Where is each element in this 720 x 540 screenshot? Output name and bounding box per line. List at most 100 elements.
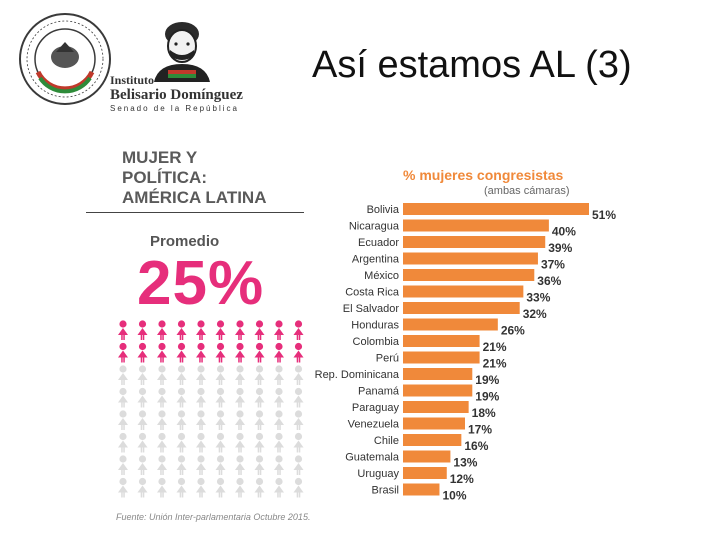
- woman-figure-icon: [215, 387, 226, 408]
- woman-figure-icon: [274, 320, 284, 340]
- woman-figure-icon: [215, 477, 226, 498]
- infographic-title-line-2: POLÍTICA:: [122, 168, 207, 187]
- woman-figure-icon: [196, 410, 206, 430]
- bar: [403, 219, 549, 232]
- bar-category-label: El Salvador: [343, 303, 400, 315]
- woman-figure-icon: [137, 320, 148, 340]
- woman-figure-icon: [254, 477, 265, 498]
- woman-figure-icon: [235, 342, 245, 363]
- woman-figure-icon: [176, 342, 187, 363]
- bar-value-label: 13%: [453, 456, 477, 470]
- bar-category-label: Costa Rica: [345, 287, 400, 299]
- bar-category-label: Argentina: [352, 254, 400, 266]
- woman-figure-icon: [293, 455, 304, 475]
- title-divider: [86, 212, 304, 213]
- bar-value-label: 19%: [475, 373, 499, 387]
- woman-figure-icon: [235, 320, 245, 340]
- bar-category-label: Honduras: [351, 320, 399, 332]
- average-value: 25%: [137, 249, 265, 318]
- woman-figure-icon: [137, 410, 148, 430]
- women-figures-grid: [118, 320, 304, 498]
- senate-seal-logo: [19, 13, 111, 105]
- woman-figure-icon: [235, 365, 245, 385]
- bar-value-label: 18%: [472, 406, 496, 420]
- bar: [403, 318, 498, 331]
- woman-figure-icon: [215, 410, 226, 430]
- woman-figure-icon: [157, 432, 167, 453]
- bar: [403, 236, 546, 248]
- woman-figure-icon: [157, 320, 167, 340]
- woman-figure-icon: [196, 387, 206, 408]
- woman-figure-icon: [118, 320, 128, 340]
- bar-category-label: Paraguay: [352, 402, 400, 414]
- woman-figure-icon: [176, 410, 187, 430]
- bar: [403, 417, 465, 430]
- bar: [403, 368, 473, 380]
- woman-figure-icon: [293, 320, 304, 340]
- bar: [403, 401, 469, 413]
- bar-value-label: 51%: [592, 208, 616, 222]
- bar-category-label: Bolivia: [367, 204, 400, 216]
- chart-subtitle: (ambas cámaras): [484, 185, 570, 197]
- bar-value-label: 17%: [468, 423, 492, 437]
- woman-figure-icon: [176, 365, 187, 385]
- woman-figure-icon: [254, 410, 265, 430]
- bar: [403, 467, 447, 479]
- women-congress-bar-chart: % mujeres congresistas (ambas cámaras) B…: [315, 167, 617, 503]
- woman-figure-icon: [137, 365, 148, 385]
- bar-category-label: Uruguay: [357, 468, 399, 480]
- bar: [403, 351, 480, 364]
- woman-figure-icon: [235, 410, 245, 430]
- woman-figure-icon: [176, 432, 187, 453]
- woman-figure-icon: [293, 387, 304, 408]
- woman-figure-icon: [176, 477, 187, 498]
- woman-figure-icon: [176, 455, 187, 475]
- woman-figure-icon: [196, 477, 206, 498]
- bar-value-label: 39%: [548, 241, 572, 255]
- woman-figure-icon: [274, 365, 284, 385]
- bar-category-label: Ecuador: [358, 237, 399, 249]
- woman-figure-icon: [274, 342, 284, 363]
- woman-figure-icon: [157, 365, 167, 385]
- bar: [403, 483, 440, 496]
- bar: [403, 285, 524, 298]
- woman-figure-icon: [215, 365, 226, 385]
- average-label: Promedio: [150, 233, 220, 250]
- bar-category-label: Colombia: [353, 336, 400, 348]
- bar: [403, 384, 473, 397]
- woman-figure-icon: [274, 387, 284, 408]
- bar: [403, 335, 480, 347]
- institute-line-3: Senado de la República: [110, 104, 239, 113]
- woman-figure-icon: [215, 432, 226, 453]
- woman-figure-icon: [176, 387, 187, 408]
- bar: [403, 203, 589, 215]
- bar-value-label: 16%: [464, 439, 488, 453]
- woman-figure-icon: [157, 410, 167, 430]
- woman-figure-icon: [157, 342, 167, 363]
- institute-line-2: Belisario Domínguez: [110, 87, 243, 103]
- bar-category-label: Venezuela: [348, 419, 400, 431]
- bar-category-label: Panamá: [358, 386, 400, 398]
- woman-figure-icon: [118, 455, 128, 475]
- woman-figure-icon: [118, 365, 128, 385]
- institute-line-1: Instituto: [110, 73, 155, 87]
- institute-name: Instituto Belisario Domínguez Senado de …: [110, 74, 243, 114]
- bar-value-label: 19%: [475, 390, 499, 404]
- woman-figure-icon: [235, 387, 245, 408]
- bar-value-label: 10%: [442, 489, 466, 503]
- woman-figure-icon: [215, 342, 226, 363]
- woman-figure-icon: [293, 365, 304, 385]
- woman-figure-icon: [293, 477, 304, 498]
- infographic-title: MUJER Y POLÍTICA: AMÉRICA LATINA: [122, 148, 266, 208]
- woman-figure-icon: [215, 455, 226, 475]
- woman-figure-icon: [157, 477, 167, 498]
- woman-figure-icon: [196, 455, 206, 475]
- bar-category-label: Brasil: [371, 485, 399, 497]
- chart-title: % mujeres congresistas: [403, 167, 564, 183]
- bar: [403, 269, 535, 281]
- woman-figure-icon: [137, 455, 148, 475]
- infographic-title-line-3: AMÉRICA LATINA: [122, 188, 267, 207]
- bar: [403, 302, 520, 314]
- source-note: Fuente: Unión Inter-parlamentaria Octubr…: [116, 512, 311, 522]
- woman-figure-icon: [254, 320, 265, 340]
